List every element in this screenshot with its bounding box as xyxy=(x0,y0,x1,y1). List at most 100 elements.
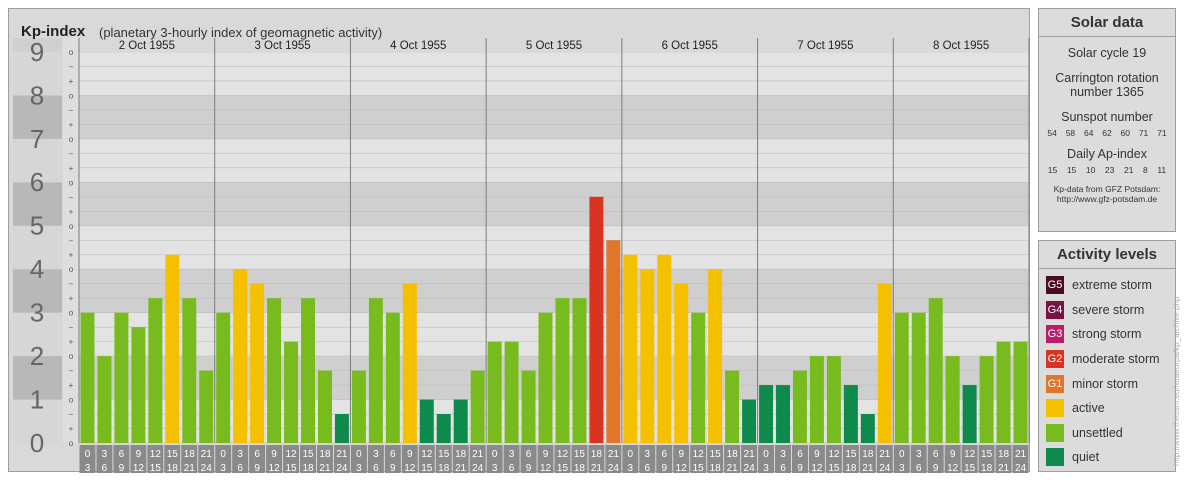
hour-label-box xyxy=(944,445,961,473)
hour-label-box xyxy=(198,445,215,473)
kp-bar xyxy=(945,356,960,443)
minor-tick-label: o xyxy=(69,135,74,144)
y-tick-label: 0 xyxy=(30,428,44,458)
hour-end-label: 6 xyxy=(373,463,379,473)
y-label-band xyxy=(13,138,62,183)
hour-end-label: 12 xyxy=(676,463,688,473)
kp-bar xyxy=(351,370,366,443)
hour-start-label: 3 xyxy=(916,449,922,460)
hour-label-box xyxy=(96,445,113,473)
hour-label-box xyxy=(639,445,656,473)
hour-end-label: 24 xyxy=(1015,463,1027,473)
hour-start-label: 15 xyxy=(438,449,450,460)
minor-tick-label: + xyxy=(69,251,74,260)
hour-label-box xyxy=(893,445,910,473)
sunspot-value: 58 xyxy=(1065,128,1076,138)
hour-label-box xyxy=(1012,445,1029,473)
y-label-band xyxy=(13,95,62,139)
kp-bar xyxy=(470,370,485,443)
hour-start-label: 6 xyxy=(390,449,396,460)
kp-bar xyxy=(521,370,536,443)
kp-bar xyxy=(436,414,451,443)
hour-label-box xyxy=(232,445,249,473)
hour-end-label: 21 xyxy=(591,463,603,473)
credit-link[interactable]: http://www.gfz-potsdam.de xyxy=(1056,194,1158,204)
legend-swatch-unsettled xyxy=(1046,423,1064,442)
hour-end-label: 24 xyxy=(879,463,891,473)
kp-band xyxy=(79,95,1029,139)
hour-end-label: 3 xyxy=(356,463,362,473)
kp-bar xyxy=(453,399,468,443)
kp-band xyxy=(79,52,1029,96)
hour-start-label: 18 xyxy=(727,449,739,460)
hour-label-box xyxy=(215,445,232,473)
hour-end-label: 15 xyxy=(150,463,162,473)
hour-start-label: 3 xyxy=(373,449,379,460)
kp-bar xyxy=(182,298,197,443)
hour-end-label: 12 xyxy=(540,463,552,473)
hour-end-label: 9 xyxy=(797,463,803,473)
minor-tick-label: + xyxy=(69,338,74,347)
hour-label-box xyxy=(249,445,266,473)
y-label-band xyxy=(13,269,62,313)
hour-start-label: 12 xyxy=(964,449,976,460)
hour-label-box xyxy=(130,445,147,473)
hour-start-label: 9 xyxy=(543,449,549,460)
legend-label: active xyxy=(1072,401,1105,416)
minor-tick-label: + xyxy=(69,425,74,434)
y-tick-label: 1 xyxy=(30,384,44,414)
kp-bar xyxy=(80,312,95,443)
hour-start-label: 0 xyxy=(763,449,769,460)
hour-end-label: 21 xyxy=(455,463,467,473)
day-label: 7 Oct 1955 xyxy=(797,40,853,52)
y-tick-label: 3 xyxy=(30,298,44,328)
hour-end-label: 12 xyxy=(269,463,281,473)
hour-end-label: 18 xyxy=(710,463,722,473)
hour-label-box xyxy=(486,445,503,473)
hour-start-label: 12 xyxy=(421,449,433,460)
minor-tick-label: o xyxy=(69,309,74,318)
legend-item: unsettled xyxy=(1039,421,1175,446)
hour-start-label: 3 xyxy=(780,449,786,460)
hour-end-label: 3 xyxy=(628,463,634,473)
ap-value: 11 xyxy=(1157,165,1167,175)
minor-tick-label: − xyxy=(69,410,74,419)
kp-bar xyxy=(131,327,146,443)
legend-label: quiet xyxy=(1072,450,1100,465)
minor-tick-label: o xyxy=(69,91,74,100)
hour-start-label: 21 xyxy=(336,449,348,460)
hour-start-label: 0 xyxy=(356,449,362,460)
kp-bar xyxy=(809,356,824,443)
legend-label: moderate storm xyxy=(1072,352,1160,367)
hour-end-label: 24 xyxy=(744,463,756,473)
hour-start-label: 6 xyxy=(254,449,260,460)
kp-bar xyxy=(742,399,757,443)
hour-end-label: 9 xyxy=(119,463,125,473)
hour-label-box xyxy=(758,445,775,473)
hour-end-label: 6 xyxy=(645,463,651,473)
hour-end-label: 9 xyxy=(933,463,939,473)
hour-start-label: 12 xyxy=(150,449,162,460)
hour-end-label: 3 xyxy=(899,463,905,473)
hour-start-label: 15 xyxy=(167,449,179,460)
hour-end-label: 15 xyxy=(557,463,569,473)
hour-start-label: 6 xyxy=(119,449,125,460)
hour-end-label: 15 xyxy=(285,463,297,473)
y-label-band xyxy=(13,312,62,357)
kp-bar xyxy=(148,298,163,443)
hour-label-box xyxy=(469,445,486,473)
kp-bar xyxy=(996,341,1011,443)
hour-label-box xyxy=(418,445,435,473)
hour-end-label: 6 xyxy=(102,463,108,473)
hour-start-label: 0 xyxy=(899,449,905,460)
hour-label-box xyxy=(435,445,452,473)
kp-bar xyxy=(368,298,383,443)
hour-start-label: 12 xyxy=(285,449,297,460)
hour-start-label: 6 xyxy=(526,449,532,460)
hour-start-label: 6 xyxy=(661,449,667,460)
hour-label-box xyxy=(656,445,673,473)
hour-label-box xyxy=(571,445,588,473)
legend-swatch-active xyxy=(1046,399,1064,418)
hour-start-label: 3 xyxy=(509,449,515,460)
legend-item: G2 moderate storm xyxy=(1039,347,1175,372)
